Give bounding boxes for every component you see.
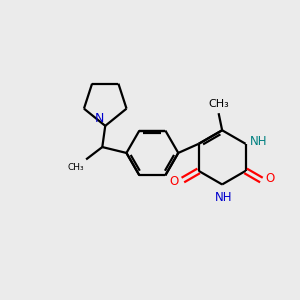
Text: NH: NH bbox=[215, 191, 232, 204]
Text: O: O bbox=[266, 172, 275, 185]
Text: N: N bbox=[95, 112, 104, 125]
Text: CH₃: CH₃ bbox=[208, 99, 229, 109]
Text: O: O bbox=[169, 175, 179, 188]
Text: NH: NH bbox=[249, 135, 267, 148]
Text: CH₃: CH₃ bbox=[67, 163, 84, 172]
